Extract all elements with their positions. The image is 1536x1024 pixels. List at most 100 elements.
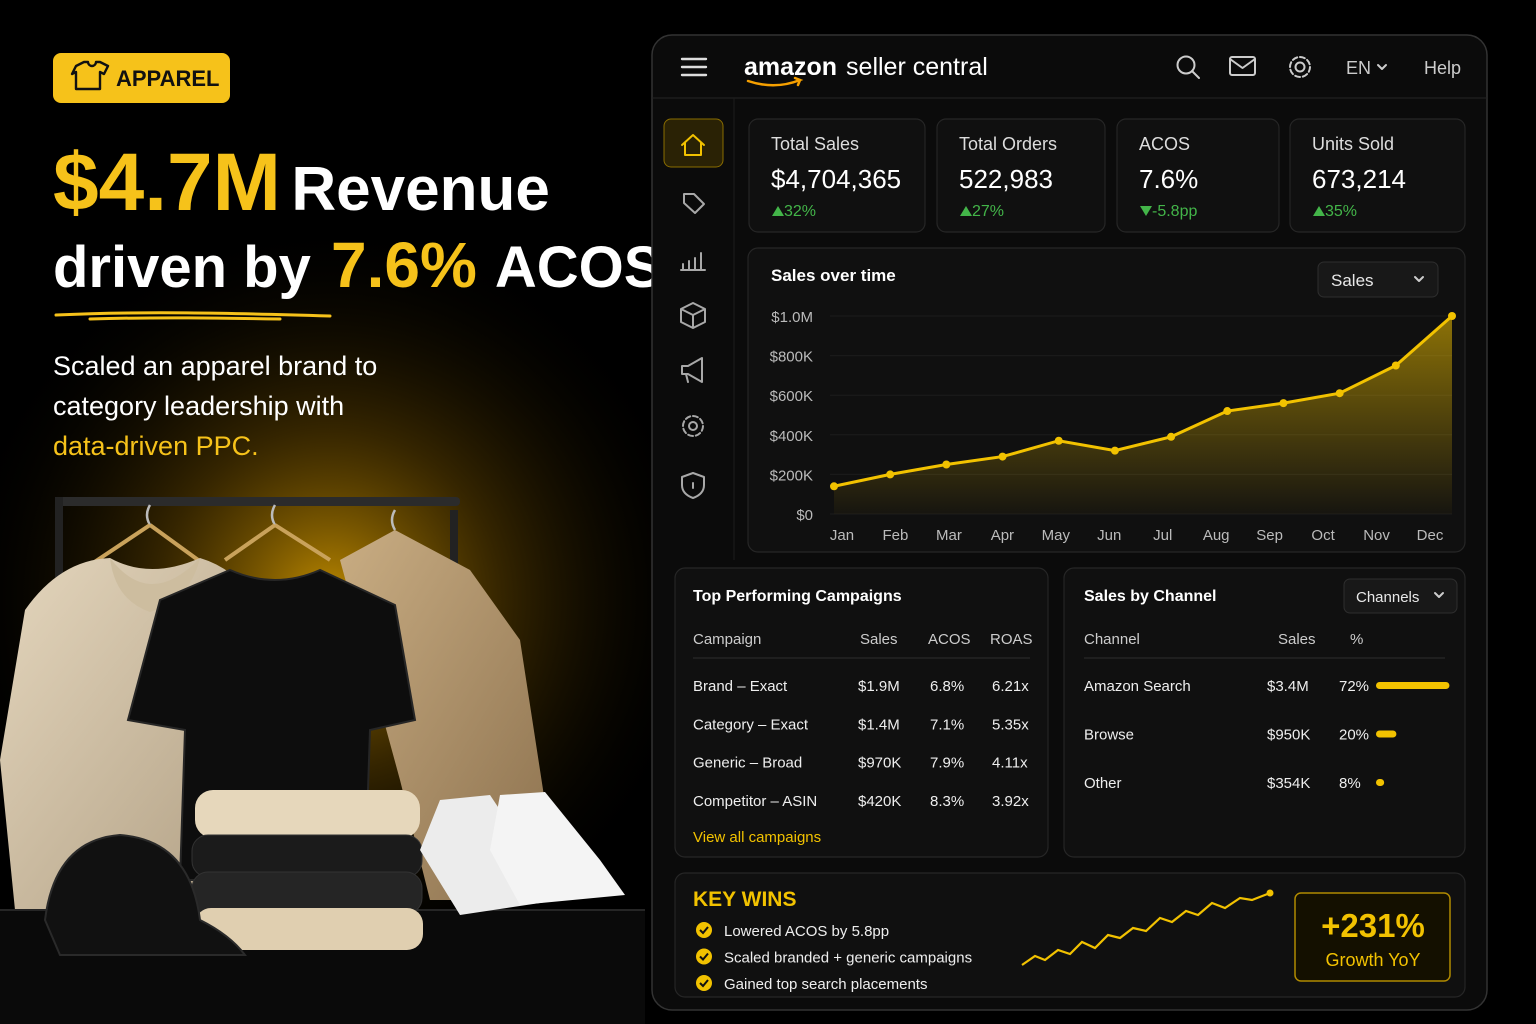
chart-dropdown[interactable]: Sales [1317,261,1439,298]
column-header: Channel [1084,631,1140,648]
shield-icon[interactable] [681,472,705,499]
help-link[interactable]: Help [1424,58,1461,78]
search-icon-part [1176,55,1196,75]
column-header: ROAS [990,631,1033,648]
sales-line [833,314,1453,488]
y-tick-label: $400K [770,428,813,445]
reports-icon[interactable] [680,252,706,271]
chart-dropdown-part [1414,276,1424,282]
language-selector[interactable]: EN [1346,58,1387,78]
table-cell: Competitor – ASIN [693,793,817,810]
trend-arrow [960,206,972,216]
growth-sparkline-part [1021,891,1271,966]
table-cell: 7.1% [930,716,964,733]
x-tick-label: Feb [883,527,909,544]
dropdown-label: Channels [1356,589,1419,606]
underline [54,311,332,321]
data-point [1110,446,1119,455]
apparel-illustration-part [55,497,460,506]
channel-share: 8% [1339,775,1361,792]
growth-label: Growth YoY [1325,950,1420,970]
campaigns-card [674,567,1049,858]
search-icon[interactable] [1176,55,1200,79]
column-header: ACOS [928,631,971,648]
table-cell: $420K [858,793,901,810]
table-cell: Category – Exact [693,716,809,733]
data-point [1054,436,1063,445]
channel-share: 72% [1339,678,1369,695]
headline-text: Revenue [291,155,549,224]
channel-sales: $3.4M [1267,678,1309,695]
x-tick-label: Oct [1311,527,1335,544]
kpi-value: 522,983 [959,164,1053,194]
table-cell: Generic – Broad [693,755,802,772]
key-wins-card [674,872,1466,998]
language-selector-part [1377,64,1387,70]
headline-line1: $4.7M Revenue [53,137,550,228]
kpi-value: $4,704,365 [771,164,901,194]
settings-icon-part [1289,56,1311,78]
table-cell: 3.92x [992,793,1029,810]
area-fill [834,316,1452,514]
kpi-value: 673,214 [1312,164,1406,194]
kpi-change: 32% [784,203,816,220]
settings-icon-part [1294,61,1306,73]
key-wins-title: KEY WINS [693,888,796,911]
kpi-cards: Total Sales $4,704,365 32% Total Orders 522,… [748,118,1466,233]
campaigns-title: Top Performing Campaigns [693,588,902,605]
kpi-label: Total Orders [959,134,1057,154]
x-tick-label: Nov [1363,527,1390,544]
share-bar [1376,779,1385,786]
headline-text: driven by [53,235,311,300]
key-wins-list: Lowered ACOS by 5.8pp Scaled branded + ge… [696,922,972,993]
badge-part [53,53,230,103]
sidebar-active[interactable] [663,118,724,168]
trend-arrow [772,206,784,216]
channel-sales: $354K [1267,775,1310,792]
channels-dropdown[interactable]: Channels [1343,578,1458,614]
table-cell: $1.4M [858,716,900,733]
apparel-illustration-part [43,833,248,956]
mail-icon[interactable] [1229,56,1256,76]
headline-text: ACOS [495,235,663,300]
sales-chart: $0 $200K $400K $600K $800K $1.0M Jan Feb Mar Apr M… [770,309,1456,544]
inventory-icon[interactable] [680,302,706,329]
trend-arrow [1313,206,1325,216]
menu-button[interactable] [680,57,708,77]
channel-name: Browse [1084,727,1134,744]
apparel-illustration-part [110,558,200,612]
check-mark [699,952,709,961]
column-header: % [1350,631,1363,648]
column-header: Sales [1278,631,1316,648]
check-mark [699,926,709,935]
settings-icon[interactable] [1289,56,1311,78]
view-all-link[interactable]: View all campaigns [693,829,821,846]
table-cell: 6.21x [992,678,1029,695]
x-tick-label: Mar [936,527,962,544]
menu-button-part [680,57,708,77]
badge-text: APPAREL [116,66,220,91]
chart-title: Sales over time [771,266,896,285]
channel-share: 20% [1339,727,1369,744]
check-icon [696,948,712,965]
data-point [998,452,1007,461]
x-tick-label: Sep [1256,527,1283,544]
share-bar [1376,730,1397,738]
kpi-change: 35% [1325,203,1357,220]
apparel-illustration-part [195,790,420,838]
mail-icon-part [1229,56,1256,76]
home-icon[interactable] [681,134,705,156]
kpi-change: 27% [972,203,1004,220]
tag-icon[interactable] [683,193,705,214]
channel-name: Amazon Search [1084,678,1191,695]
apparel-illustration-part [88,523,332,567]
x-tick-label: May [1042,527,1071,544]
growth-box-part [1294,892,1451,982]
data-point [1279,399,1288,408]
growth-sparkline-part [1266,889,1274,897]
table-cell: 8.3% [930,793,964,810]
dropdown-label: Sales [1331,271,1374,290]
settings-nav-icon[interactable] [682,415,704,437]
advertising-icon[interactable] [681,357,703,383]
